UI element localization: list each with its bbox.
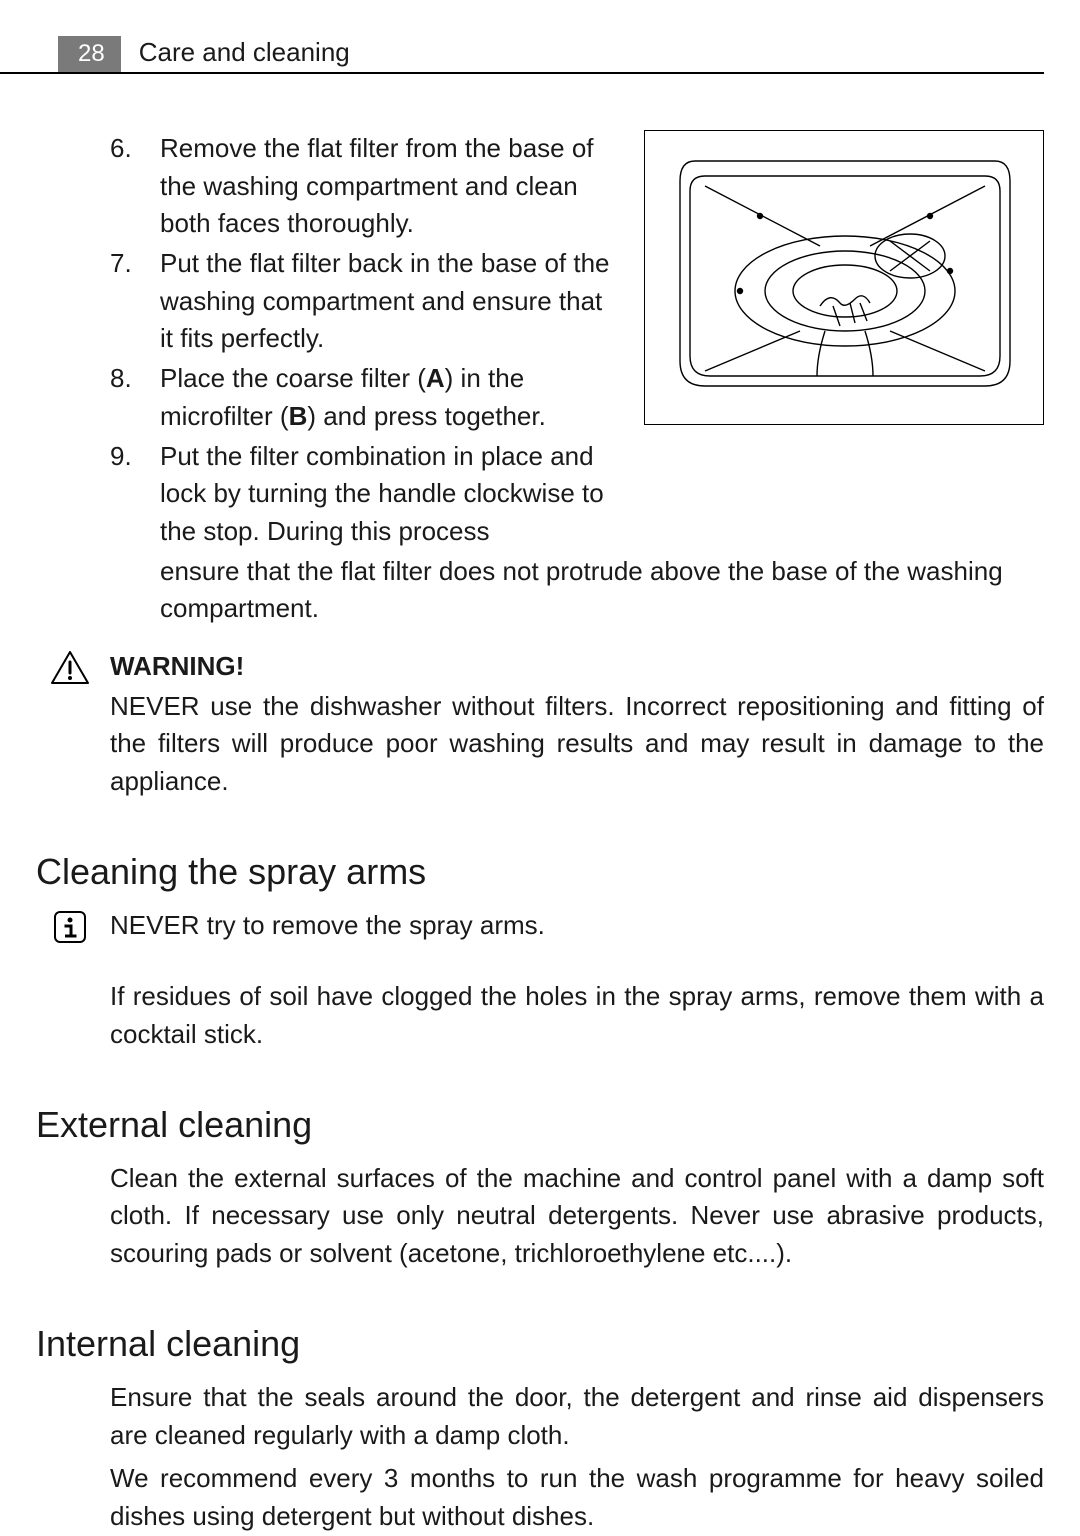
warning-block: WARNING! NEVER use the dishwasher withou… <box>36 648 1044 801</box>
step-6: 6. Remove the flat filter from the base … <box>110 130 616 243</box>
info-block-spray: NEVER try to remove the spray arms. If r… <box>36 907 1044 1054</box>
header-section-title: Care and cleaning <box>121 37 350 72</box>
page-number: 28 <box>58 36 121 72</box>
spray-line1: NEVER try to remove the spray arms. <box>110 907 1044 945</box>
step-9: 9. Put the filter combination in place a… <box>110 438 616 551</box>
heading-spray-arms: Cleaning the spray arms <box>36 851 1044 893</box>
steps-with-diagram: 6. Remove the flat filter from the base … <box>36 130 1044 553</box>
step-8: 8. Place the coarse filter (A) in the mi… <box>110 360 616 435</box>
page-content: 6. Remove the flat filter from the base … <box>0 74 1080 1536</box>
step-number: 7. <box>110 245 160 358</box>
internal-p2: We recommend every 3 months to run the w… <box>36 1460 1044 1535</box>
page-header: 28 Care and cleaning <box>0 0 1080 74</box>
header-bar: 28 Care and cleaning <box>0 36 1044 74</box>
internal-p1: Ensure that the seals around the door, t… <box>36 1379 1044 1454</box>
filter-diagram-svg <box>645 131 1045 426</box>
step-number: 6. <box>110 130 160 243</box>
info-text-spray: NEVER try to remove the spray arms. If r… <box>104 907 1044 1054</box>
step-text: Put the filter combination in place and … <box>160 438 616 551</box>
steps-list: 6. Remove the flat filter from the base … <box>110 130 616 551</box>
warning-icon <box>36 648 104 801</box>
step-text: Place the coarse filter (A) in the micro… <box>160 360 616 435</box>
warning-body: NEVER use the dishwasher without filters… <box>110 688 1044 801</box>
warning-title: WARNING! <box>110 648 1044 686</box>
step-number: 9. <box>110 438 160 551</box>
step-number: 8. <box>110 360 160 435</box>
steps-list-wrap: 6. Remove the flat filter from the base … <box>36 130 616 553</box>
external-body: Clean the external surfaces of the machi… <box>36 1160 1044 1273</box>
step-7: 7. Put the flat filter back in the base … <box>110 245 616 358</box>
warning-text: WARNING! NEVER use the dishwasher withou… <box>104 648 1044 801</box>
heading-internal: Internal cleaning <box>36 1323 1044 1365</box>
heading-external: External cleaning <box>36 1104 1044 1146</box>
step-text: Remove the flat filter from the base of … <box>160 130 616 243</box>
info-icon <box>36 907 104 1054</box>
filter-diagram <box>644 130 1044 425</box>
step-text: Put the flat filter back in the base of … <box>160 245 616 358</box>
spray-line2: If residues of soil have clogged the hol… <box>110 978 1044 1053</box>
step-9-continuation: ensure that the flat filter does not pro… <box>36 553 1044 628</box>
